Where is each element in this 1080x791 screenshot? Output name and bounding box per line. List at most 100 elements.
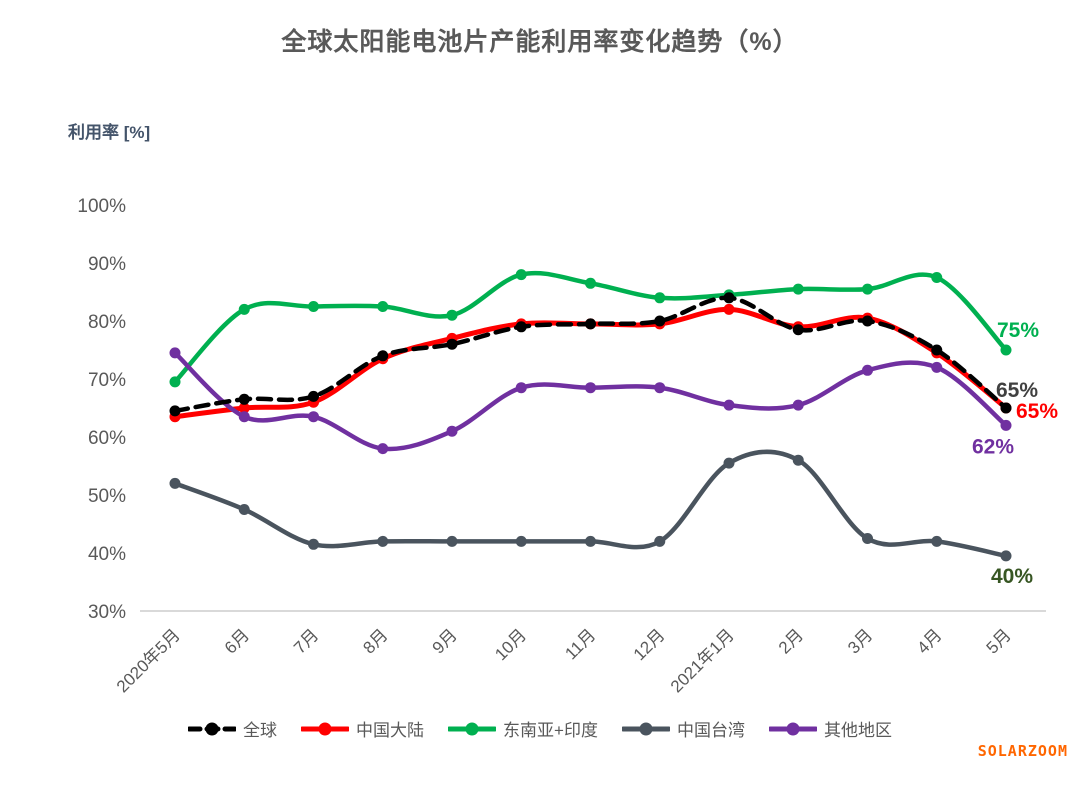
data-point-marker — [585, 535, 596, 547]
data-point-marker — [446, 425, 458, 437]
data-point-marker — [654, 382, 666, 394]
data-point-marker — [1000, 419, 1012, 431]
y-tick-label: 50% — [88, 486, 126, 507]
data-point-marker — [169, 477, 181, 489]
data-point-marker — [862, 283, 873, 295]
x-tick-label: 10月 — [491, 625, 530, 664]
data-point-marker — [792, 283, 804, 295]
data-point-marker — [377, 301, 389, 312]
legend-item-china-taiwan: 中国台湾 — [621, 716, 745, 741]
data-point-marker — [169, 376, 181, 388]
data-point-marker — [377, 443, 389, 455]
series-line-global — [169, 292, 1012, 417]
x-tick-label: 8月 — [359, 625, 391, 657]
legend-marker-other-regions — [768, 722, 817, 735]
y-tick-label: 60% — [88, 428, 126, 449]
data-point-marker — [238, 303, 250, 315]
x-tick-label: 9月 — [429, 625, 461, 657]
data-point-marker — [238, 393, 250, 405]
x-tick-label: 11月 — [561, 625, 599, 663]
data-point-marker — [515, 382, 527, 394]
x-tick-label: 4月 — [913, 625, 945, 657]
legend-label: 全球 — [243, 721, 278, 740]
y-tick-label: 90% — [88, 254, 126, 275]
data-point-marker — [515, 269, 527, 281]
legend-item-other-regions: 其他地区 — [768, 716, 892, 741]
legend-item-southeast-asia-india: 东南亚+印度 — [448, 716, 598, 741]
data-point-marker — [446, 535, 458, 547]
legend-label: 东南亚+印度 — [503, 721, 598, 740]
data-point-marker — [723, 292, 735, 304]
legend-marker-china-mainland — [301, 722, 350, 735]
legend-item-china-mainland: 中国大陆 — [301, 716, 424, 741]
x-tick-label: 6月 — [221, 625, 253, 657]
data-point-marker — [723, 399, 735, 411]
series-line-other-regions — [169, 347, 1012, 455]
data-point-marker — [377, 350, 389, 362]
data-point-marker — [862, 315, 873, 327]
data-point-marker — [1000, 344, 1012, 356]
data-point-marker — [723, 303, 735, 315]
data-point-marker — [308, 538, 319, 550]
legend-label: 中国大陆 — [356, 721, 425, 740]
data-point-marker — [931, 272, 943, 283]
data-point-marker — [585, 318, 596, 330]
x-tick-label: 5月 — [983, 625, 1015, 657]
end-label-other-regions: 62% — [972, 435, 1014, 458]
data-point-marker — [792, 399, 804, 411]
data-point-marker — [1000, 402, 1012, 414]
data-point-marker — [654, 535, 666, 547]
data-point-marker — [169, 347, 181, 359]
x-tick-label: 7月 — [290, 625, 322, 657]
data-point-marker — [377, 535, 389, 547]
data-point-marker — [654, 315, 666, 327]
data-point-marker — [238, 411, 250, 423]
legend-marker-china-taiwan — [621, 722, 670, 735]
data-point-marker — [862, 533, 873, 544]
x-tick-label: 3月 — [844, 625, 876, 657]
legend-label: 其他地区 — [823, 721, 892, 740]
data-point-marker — [169, 405, 181, 417]
data-point-marker — [446, 338, 458, 350]
y-tick-label: 40% — [88, 544, 126, 565]
end-label-china-taiwan: 40% — [991, 565, 1033, 588]
data-point-marker — [585, 277, 596, 289]
y-axis-title: 利用率 [%] — [68, 123, 151, 142]
data-point-marker — [654, 292, 666, 304]
data-point-marker — [931, 344, 943, 356]
series-line-china-taiwan — [169, 449, 1012, 562]
data-point-marker — [1000, 550, 1012, 562]
legend-marker-southeast-asia-india — [448, 722, 497, 735]
data-point-marker — [238, 402, 250, 414]
end-label-global: 65% — [996, 379, 1038, 402]
y-tick-label: 100% — [77, 196, 126, 217]
x-tick-label: 2021年1月 — [667, 625, 738, 696]
watermark-solarzoom: SOLARZOOM — [977, 742, 1068, 760]
legend-item-global: 全球 — [188, 716, 277, 741]
x-tick-label: 2月 — [775, 625, 807, 657]
data-point-marker — [308, 411, 319, 423]
data-point-marker — [308, 390, 319, 402]
legend-marker-global — [188, 722, 237, 735]
legend-label: 中国台湾 — [676, 721, 745, 740]
legend: 全球 中国大陆 东南亚+印度 中国台湾 其他地区 — [0, 716, 1080, 741]
y-tick-label: 80% — [88, 312, 126, 333]
data-point-marker — [862, 364, 873, 376]
x-tick-label: 2020年5月 — [113, 625, 184, 696]
data-point-marker — [792, 454, 804, 466]
data-point-marker — [238, 504, 250, 515]
series-line-southeast-asia-india — [169, 269, 1012, 388]
data-point-marker — [931, 361, 943, 373]
data-point-marker — [515, 535, 527, 547]
data-point-marker — [792, 324, 804, 336]
data-point-marker — [308, 301, 319, 312]
y-tick-label: 70% — [88, 370, 126, 391]
data-point-marker — [585, 382, 596, 394]
end-label-southeast-asia-india: 75% — [997, 319, 1039, 342]
x-tick-label: 12月 — [630, 625, 669, 664]
data-point-marker — [446, 309, 458, 321]
y-tick-label: 30% — [88, 602, 126, 623]
data-point-marker — [515, 321, 527, 333]
